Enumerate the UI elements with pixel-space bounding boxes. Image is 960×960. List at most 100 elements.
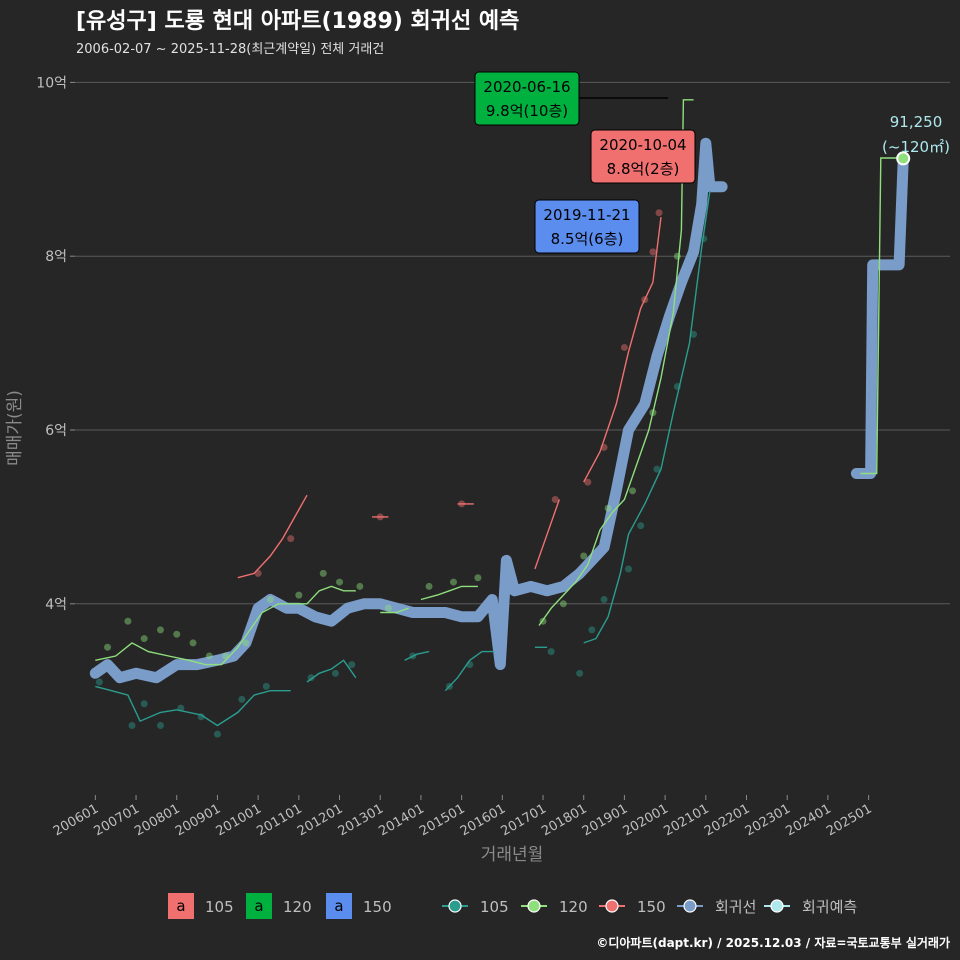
legend-box-swatch bbox=[246, 893, 272, 919]
series-line-150 bbox=[534, 499, 560, 570]
data-point-105 bbox=[331, 669, 339, 677]
y-tick-label: 8억 bbox=[45, 249, 67, 265]
annotation-value: 8.8억(2층) bbox=[607, 160, 680, 178]
x-axis-label: 거래년월 bbox=[481, 845, 544, 865]
data-point-105 bbox=[348, 661, 356, 669]
annotation-value: 9.8억(10층) bbox=[486, 102, 568, 120]
series-line-105 bbox=[583, 190, 711, 644]
legend-line-marker bbox=[448, 899, 462, 913]
chart-title: [유성구] 도룡 현대 아파트(1989) 회귀선 예측 bbox=[76, 9, 519, 34]
legend: a 105 a 120 a 150 105 120 150 회귀선 회귀예측 bbox=[168, 893, 857, 919]
y-axis-label: 매매가(원) bbox=[5, 390, 25, 466]
regression-line bbox=[89, 137, 728, 684]
annotation-box bbox=[474, 71, 580, 126]
data-point-105 bbox=[588, 626, 596, 634]
data-point-105 bbox=[547, 648, 555, 656]
chart-subtitle: 2006-02-07 ~ 2025-11-28(최근계약일) 전체 거래건 bbox=[76, 42, 384, 57]
data-point-105 bbox=[238, 695, 246, 703]
legend-line-label: 회귀예측 bbox=[802, 898, 857, 916]
series-line-120 bbox=[380, 607, 409, 614]
data-point-120 bbox=[384, 604, 392, 612]
data-point-120 bbox=[559, 600, 567, 608]
series-line-105 bbox=[404, 650, 430, 661]
data-point-120 bbox=[474, 574, 482, 582]
data-point-150 bbox=[620, 343, 628, 351]
y-tick-label: 6억 bbox=[45, 423, 67, 439]
data-point-105 bbox=[128, 721, 136, 729]
data-point-120 bbox=[156, 626, 164, 634]
data-point-120 bbox=[580, 552, 588, 560]
data-point-120 bbox=[604, 504, 612, 512]
data-point-120 bbox=[242, 639, 250, 647]
data-point-120 bbox=[336, 578, 344, 586]
series-line-105 bbox=[95, 685, 291, 727]
legend-box-letter: a bbox=[334, 897, 343, 915]
legend-line-marker bbox=[527, 899, 541, 913]
forecast-point bbox=[896, 151, 911, 166]
forecast-value-label: 91,250 bbox=[890, 113, 943, 131]
data-point-120 bbox=[356, 582, 364, 590]
data-point-105 bbox=[576, 669, 584, 677]
legend-line-label: 105 bbox=[480, 898, 509, 916]
annotation-box bbox=[590, 129, 696, 184]
data-point-105 bbox=[637, 522, 645, 530]
data-point-120 bbox=[266, 595, 274, 603]
data-point-120 bbox=[173, 630, 181, 638]
series-line-150 bbox=[237, 494, 308, 579]
data-point-120 bbox=[140, 635, 148, 643]
data-point-150 bbox=[287, 535, 295, 543]
plot-area bbox=[89, 99, 911, 738]
legend-box-label: 120 bbox=[283, 898, 312, 916]
data-point-120 bbox=[319, 569, 327, 577]
legend-box-swatch bbox=[326, 893, 352, 919]
legend-line-marker bbox=[683, 899, 697, 913]
series-line-120 bbox=[420, 585, 478, 601]
annotation-value: 8.5억(6층) bbox=[551, 230, 624, 248]
data-point-120 bbox=[124, 617, 132, 625]
legend-line-label: 120 bbox=[559, 898, 588, 916]
data-point-150 bbox=[551, 496, 559, 504]
data-point-120 bbox=[629, 487, 637, 495]
legend-box-letter: a bbox=[254, 897, 263, 915]
data-point-120 bbox=[295, 591, 303, 599]
annotation-box bbox=[534, 199, 640, 254]
forecast-area-label: (~120㎡) bbox=[882, 138, 950, 156]
annotations: 91,250 (~120㎡) 2020-06-16 9.8억(10층) 2020-10-… bbox=[474, 71, 950, 254]
data-point-105 bbox=[156, 721, 164, 729]
data-point-105 bbox=[600, 595, 608, 603]
data-point-150 bbox=[655, 209, 663, 217]
series-line-120 bbox=[95, 585, 356, 666]
data-point-105 bbox=[140, 700, 148, 708]
legend-box-swatch bbox=[168, 893, 194, 919]
series-line-105 bbox=[306, 659, 357, 683]
legend-box-letter: a bbox=[176, 897, 185, 915]
y-tick-label: 4억 bbox=[45, 597, 67, 613]
series-line-150 bbox=[583, 217, 662, 483]
data-point-120 bbox=[449, 578, 457, 586]
data-point-150 bbox=[649, 248, 657, 256]
data-point-105 bbox=[653, 465, 661, 473]
legend-line-marker bbox=[605, 899, 619, 913]
legend-line-label: 150 bbox=[637, 898, 666, 916]
annotation-date: 2019-11-21 bbox=[543, 206, 630, 224]
annotation-date: 2020-06-16 bbox=[483, 78, 570, 96]
data-point-150 bbox=[584, 478, 592, 486]
data-point-105 bbox=[95, 678, 103, 686]
y-tick-label: 10억 bbox=[36, 75, 67, 91]
data-point-105 bbox=[690, 330, 698, 338]
series-line-105 bbox=[444, 650, 495, 692]
legend-box-label: 105 bbox=[205, 898, 234, 916]
y-axis: 4억 6억 8억 10억 bbox=[36, 75, 75, 613]
data-point-120 bbox=[104, 643, 112, 651]
data-point-120 bbox=[205, 652, 213, 660]
data-point-105 bbox=[213, 730, 221, 738]
legend-box-label: 150 bbox=[363, 898, 392, 916]
data-point-105 bbox=[307, 674, 315, 682]
series-line-120 bbox=[860, 157, 898, 475]
series-line-120 bbox=[538, 99, 694, 626]
legend-line-marker bbox=[770, 899, 784, 913]
data-point-105 bbox=[262, 682, 270, 690]
annotation-date: 2020-10-04 bbox=[599, 136, 686, 154]
